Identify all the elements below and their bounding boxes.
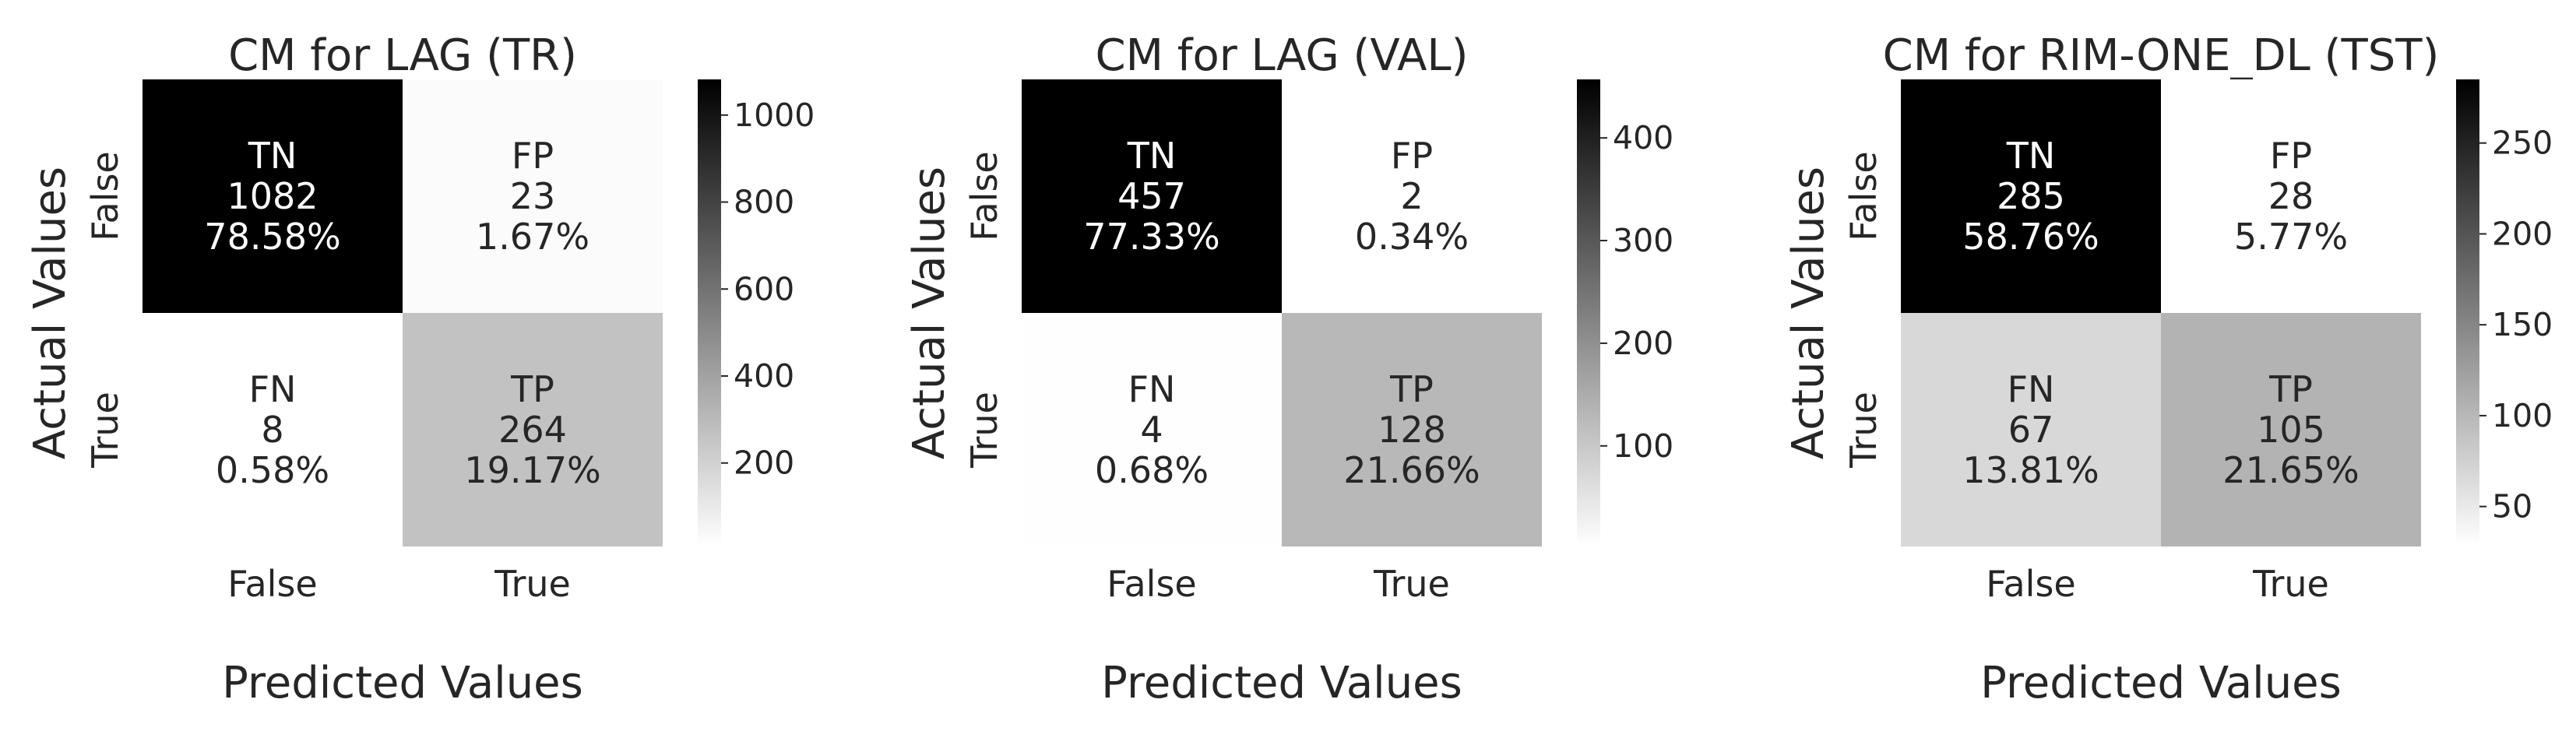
- y-tick-label: True: [1842, 392, 1884, 469]
- y-tick-label: False: [1842, 151, 1884, 241]
- cell-label: TP: [1389, 368, 1434, 410]
- heatmap-cell: [143, 313, 403, 546]
- heatmap-cell: [1022, 313, 1282, 546]
- x-tick-label: False: [1107, 563, 1196, 605]
- cell-label: FP: [1391, 135, 1433, 177]
- x-axis-label: Predicted Values: [222, 658, 583, 708]
- confusion-matrix-panel: CM for LAG (TR)TN108278.58%FP231.67%FN80…: [25, 30, 815, 708]
- cell-count: 264: [498, 409, 567, 451]
- cell-count: 67: [2008, 409, 2054, 451]
- colorbar-tick-label: 200: [2492, 215, 2553, 252]
- x-tick-label: True: [2252, 563, 2329, 605]
- cell-count: 28: [2268, 175, 2314, 217]
- heatmap-cell: [2161, 313, 2421, 546]
- heatmap-cell: [143, 79, 403, 313]
- colorbar-tick-label: 800: [734, 184, 794, 221]
- cell-label: FN: [1128, 368, 1176, 410]
- x-tick-label: True: [1373, 563, 1450, 605]
- colorbar-tick-label: 100: [2492, 397, 2553, 434]
- colorbar-tick-label: 300: [1613, 222, 1673, 259]
- colorbar-tick-label: 250: [2492, 125, 2553, 162]
- chart-title: CM for RIM-ONE_DL (TST): [1883, 30, 2440, 81]
- heatmap-cell: [403, 313, 663, 546]
- cell-label: TP: [510, 368, 554, 410]
- cell-percentage: 5.77%: [2234, 216, 2348, 258]
- colorbar: [1577, 79, 1600, 546]
- chart-title: CM for LAG (TR): [228, 30, 577, 81]
- cell-percentage: 1.67%: [476, 216, 589, 258]
- y-axis-label: Actual Values: [1783, 167, 1834, 459]
- colorbar-tick-label: 200: [734, 445, 794, 482]
- cell-count: 128: [1378, 409, 1446, 451]
- cell-count: 105: [2257, 409, 2325, 451]
- colorbar-tick-label: 100: [1613, 427, 1673, 465]
- cell-count: 1082: [227, 175, 318, 217]
- colorbar-tick-label: 150: [2492, 306, 2553, 343]
- cell-count: 457: [1117, 175, 1186, 217]
- cell-label: TN: [248, 135, 297, 177]
- cell-percentage: 13.81%: [1962, 449, 2099, 491]
- chart-title: CM for LAG (VAL): [1096, 30, 1469, 81]
- x-axis-label: Predicted Values: [1980, 658, 2342, 708]
- cell-percentage: 0.58%: [216, 449, 329, 491]
- colorbar-tick-label: 600: [734, 270, 794, 308]
- cell-percentage: 58.76%: [1962, 216, 2099, 258]
- cell-percentage: 78.58%: [204, 216, 340, 258]
- colorbar-tick-label: 200: [1613, 325, 1673, 362]
- colorbar: [698, 79, 721, 546]
- heatmap-cell: [1901, 313, 2161, 546]
- y-axis-label: Actual Values: [25, 167, 76, 459]
- x-tick-label: False: [1986, 563, 2075, 605]
- y-tick-label: True: [84, 392, 126, 469]
- y-tick-label: True: [963, 392, 1005, 469]
- x-axis-label: Predicted Values: [1101, 658, 1462, 708]
- cell-percentage: 21.66%: [1343, 449, 1480, 491]
- cell-label: FP: [512, 135, 554, 177]
- cell-percentage: 19.17%: [464, 449, 600, 491]
- cell-percentage: 0.68%: [1095, 449, 1209, 491]
- colorbar-tick-label: 400: [1613, 119, 1673, 156]
- heatmap-cell: [1282, 79, 1542, 313]
- colorbar: [2456, 79, 2479, 546]
- cell-label: FP: [2270, 135, 2312, 177]
- cell-label: TN: [2006, 135, 2056, 177]
- cell-percentage: 77.33%: [1083, 216, 1219, 258]
- y-tick-label: False: [963, 151, 1005, 241]
- y-axis-label: Actual Values: [904, 167, 955, 459]
- cell-label: TN: [1127, 135, 1177, 177]
- cell-count: 4: [1140, 409, 1163, 451]
- cell-count: 285: [1997, 175, 2065, 217]
- cell-count: 8: [261, 409, 283, 451]
- cell-count: 23: [510, 175, 556, 217]
- cell-label: FN: [2008, 368, 2055, 410]
- heatmap-cell: [1282, 313, 1542, 546]
- x-tick-label: False: [227, 563, 317, 605]
- cell-count: 2: [1400, 175, 1423, 217]
- cell-label: TP: [2268, 368, 2313, 410]
- x-tick-label: True: [494, 563, 571, 605]
- colorbar-tick-label: 50: [2492, 488, 2532, 525]
- cell-label: FN: [249, 368, 297, 410]
- heatmap-cell: [403, 79, 663, 313]
- cell-percentage: 0.34%: [1355, 216, 1469, 258]
- cell-percentage: 21.65%: [2222, 449, 2359, 491]
- heatmap-cell: [2161, 79, 2421, 313]
- heatmap-cell: [1022, 79, 1282, 313]
- heatmap-cell: [1901, 79, 2161, 313]
- colorbar-tick-label: 400: [734, 357, 794, 395]
- y-tick-label: False: [84, 151, 126, 241]
- colorbar-tick-label: 1000: [734, 97, 815, 134]
